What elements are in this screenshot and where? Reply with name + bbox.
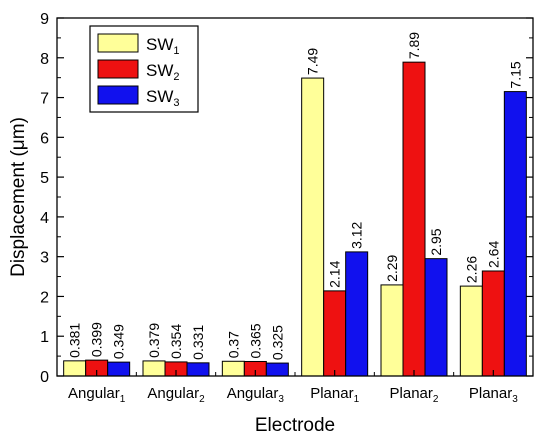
bars-layer: [63, 61, 527, 377]
legend-swatch: [97, 33, 139, 53]
data-label: 0.354: [168, 324, 184, 359]
legend: SW1 SW2 SW3: [89, 25, 199, 113]
y-tick-label: 8: [40, 51, 49, 68]
y-axis-title: Displacement (μm): [8, 117, 29, 277]
x-tick-label: Planar2: [390, 385, 439, 405]
bar-angular2-sw1: [142, 360, 166, 377]
y-tick-label: 5: [40, 170, 49, 187]
x-axis-title: Electrode: [255, 415, 335, 436]
data-label: 0.379: [146, 323, 162, 358]
data-label: 3.12: [349, 221, 365, 248]
y-tick-label: 7: [40, 91, 49, 108]
bar-angular2-sw3: [186, 362, 210, 377]
data-label: 2.64: [485, 241, 501, 268]
x-tick-label: Planar1: [310, 385, 359, 405]
y-tick-label: 4: [40, 210, 49, 227]
data-label: 0.399: [89, 322, 105, 357]
y-tick-label: 9: [40, 11, 49, 28]
legend-label: SW2: [146, 61, 180, 83]
data-label: 7.15: [507, 61, 523, 88]
y-tick-label: 3: [40, 250, 49, 267]
y-tick-label: 1: [40, 329, 49, 346]
data-label: 0.37: [225, 331, 241, 358]
data-label: 0.349: [111, 324, 127, 359]
bar-angular1-sw3: [107, 361, 131, 377]
bar-planar2-sw3: [424, 258, 448, 377]
data-label: 7.49: [305, 48, 321, 75]
x-tick-label: Angular2: [147, 385, 205, 405]
data-label: 2.95: [428, 228, 444, 255]
y-tick-label: 6: [40, 130, 49, 147]
bar-planar3-sw3: [503, 91, 527, 377]
bar-planar2-sw2: [402, 61, 426, 377]
data-label: 0.331: [190, 325, 206, 360]
bar-planar3-sw1: [459, 285, 483, 377]
data-label: 0.325: [269, 325, 285, 360]
bar-angular1-sw1: [63, 360, 87, 377]
y-axis: 0 1 2 3 4 5 6 7 8 9: [40, 11, 533, 386]
legend-label: SW1: [146, 35, 180, 57]
data-labels-layer: 0.381 0.399 0.349 0.379 0.354 0.331 0.37 0.365 0…: [67, 32, 524, 360]
x-axis: Angular1 Angular2 Angular3 Planar1 Planar2 Pl…: [68, 370, 518, 405]
data-label: 0.381: [67, 323, 83, 358]
legend-swatch: [97, 85, 139, 105]
data-label: 2.26: [463, 256, 479, 283]
data-label: 2.14: [327, 260, 343, 287]
bar-planar3-sw2: [481, 270, 505, 377]
data-label: 2.29: [384, 254, 400, 281]
y-tick-label: 0: [40, 369, 49, 386]
legend-label: SW3: [146, 87, 180, 109]
x-tick-label: Planar3: [469, 385, 518, 405]
legend-swatch: [97, 59, 139, 79]
bar-planar1-sw2: [323, 290, 347, 377]
x-tick-label: Angular1: [68, 385, 126, 405]
bar-angular3-sw1: [221, 360, 245, 377]
bar-planar2-sw1: [380, 284, 404, 377]
y-tick-label: 2: [40, 289, 49, 306]
bar-planar1-sw1: [301, 77, 325, 377]
data-label: 7.89: [406, 32, 422, 59]
bar-angular3-sw3: [265, 362, 289, 377]
data-label: 0.365: [247, 323, 263, 358]
x-tick-label: Angular3: [227, 385, 285, 405]
bar-planar1-sw3: [345, 251, 369, 377]
